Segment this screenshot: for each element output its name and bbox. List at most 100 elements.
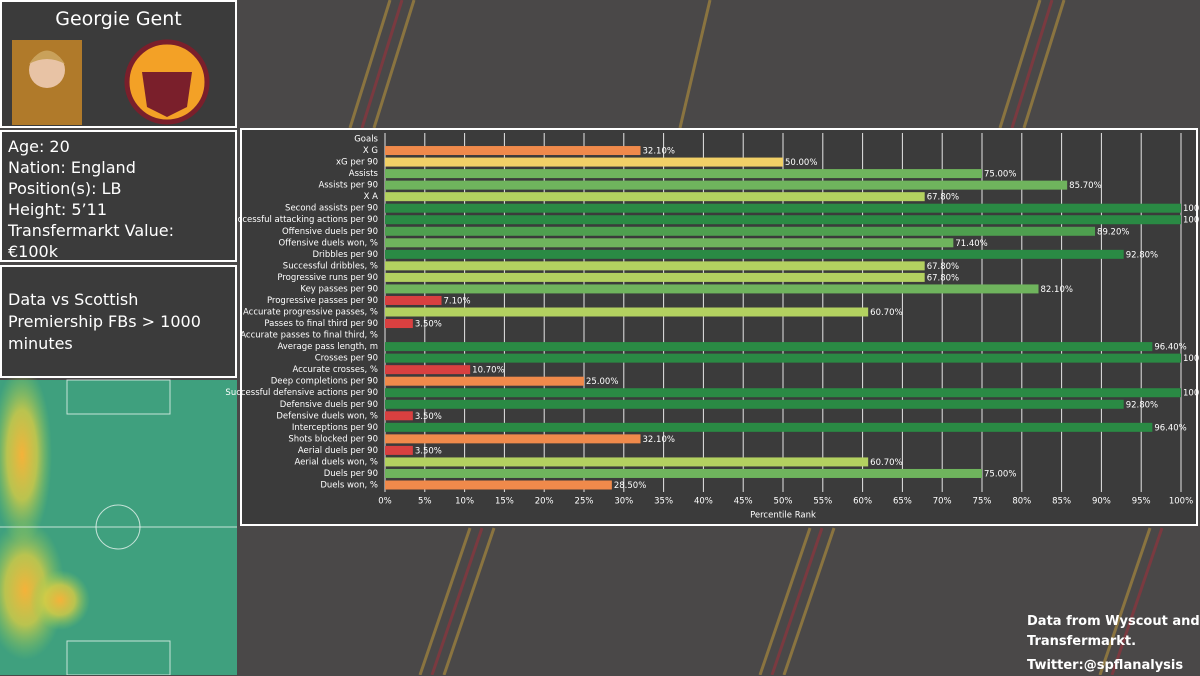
y-tick-label: Progressive runs per 90 bbox=[277, 273, 378, 283]
y-tick-label: Accurate crosses, % bbox=[292, 365, 378, 375]
bar bbox=[385, 365, 471, 375]
info-line: Height: 5’11 bbox=[8, 200, 107, 219]
value-label: 25.00% bbox=[586, 377, 618, 387]
x-tick-label: 0% bbox=[378, 497, 392, 507]
bar bbox=[385, 342, 1153, 352]
bar bbox=[385, 480, 612, 490]
value-label: 67.80% bbox=[927, 262, 959, 272]
x-axis-label: Percentile Rank bbox=[750, 511, 816, 521]
x-tick-label: 50% bbox=[774, 497, 793, 507]
bar bbox=[385, 261, 925, 271]
x-tick-label: 15% bbox=[495, 497, 514, 507]
value-label: 100.00% bbox=[1183, 216, 1200, 226]
value-label: 60.70% bbox=[870, 458, 902, 468]
bar bbox=[385, 203, 1181, 213]
value-label: 96.40% bbox=[1154, 423, 1186, 433]
bar bbox=[385, 319, 413, 329]
bar bbox=[385, 445, 413, 455]
y-tick-label: Defensive duels per 90 bbox=[280, 400, 378, 410]
value-label: 100.00% bbox=[1183, 354, 1200, 364]
y-tick-label: Offensive duels won, % bbox=[279, 238, 378, 248]
y-tick-label: Successful attacking actions per 90 bbox=[227, 215, 378, 225]
x-tick-label: 45% bbox=[734, 497, 753, 507]
x-tick-label: 95% bbox=[1132, 497, 1151, 507]
bar bbox=[385, 434, 641, 444]
y-tick-label: Assists per 90 bbox=[318, 181, 378, 191]
heatmap bbox=[0, 365, 237, 675]
y-tick-label: Key passes per 90 bbox=[300, 284, 378, 294]
value-label: 67.80% bbox=[927, 273, 959, 283]
value-label: 32.10% bbox=[643, 435, 675, 445]
y-tick-label: Successful dribbles, % bbox=[283, 261, 378, 271]
bar bbox=[385, 180, 1068, 190]
y-tick-label: Duels per 90 bbox=[324, 469, 378, 479]
twitter: Twitter:@spflanalysis bbox=[1027, 658, 1184, 673]
y-tick-label: Aerial duels per 90 bbox=[298, 446, 378, 456]
value-label: 28.50% bbox=[614, 481, 646, 491]
y-tick-label: Second assists per 90 bbox=[285, 204, 378, 214]
x-tick-label: 100% bbox=[1169, 497, 1193, 507]
y-tick-label: Aerial duels won, % bbox=[294, 457, 378, 467]
x-tick-label: 10% bbox=[455, 497, 474, 507]
info-line: Age: 20 bbox=[8, 137, 70, 156]
x-tick-label: 60% bbox=[853, 497, 872, 507]
value-label: 60.70% bbox=[870, 308, 902, 318]
x-tick-label: 25% bbox=[575, 497, 594, 507]
value-label: 100.00% bbox=[1183, 204, 1200, 214]
y-tick-label: X G bbox=[363, 146, 378, 156]
bar bbox=[385, 388, 1181, 398]
x-tick-label: 30% bbox=[614, 497, 633, 507]
bar bbox=[385, 249, 1124, 259]
bar bbox=[385, 376, 584, 386]
x-tick-label: 70% bbox=[933, 497, 952, 507]
name-panel: Georgie Gent bbox=[0, 0, 237, 128]
bar bbox=[385, 295, 442, 305]
info-line: Position(s): LB bbox=[8, 179, 122, 198]
x-tick-label: 80% bbox=[1012, 497, 1031, 507]
x-tick-label: 20% bbox=[535, 497, 554, 507]
x-tick-label: 75% bbox=[973, 497, 992, 507]
bar bbox=[385, 284, 1039, 294]
bar bbox=[385, 422, 1153, 432]
y-tick-label: Duels won, % bbox=[320, 481, 378, 491]
x-tick-label: 5% bbox=[418, 497, 432, 507]
value-label: 10.70% bbox=[472, 366, 504, 376]
y-tick-label: Assists bbox=[349, 169, 379, 179]
value-label: 92.80% bbox=[1126, 250, 1158, 260]
value-label: 82.10% bbox=[1041, 285, 1073, 295]
bar bbox=[385, 468, 982, 478]
bar bbox=[385, 457, 869, 467]
y-tick-label: xG per 90 bbox=[336, 158, 378, 168]
bar bbox=[385, 272, 925, 282]
bar bbox=[385, 226, 1096, 236]
value-label: 89.20% bbox=[1097, 227, 1129, 237]
y-tick-label: Defensive duels won, % bbox=[276, 411, 378, 421]
bar bbox=[385, 353, 1181, 363]
x-tick-label: 65% bbox=[893, 497, 912, 507]
value-label: 32.10% bbox=[643, 147, 675, 157]
y-tick-label: X A bbox=[364, 192, 379, 202]
x-tick-label: 55% bbox=[813, 497, 832, 507]
bar bbox=[385, 215, 1181, 225]
value-label: 7.10% bbox=[444, 296, 471, 306]
x-tick-label: 40% bbox=[694, 497, 713, 507]
bar bbox=[385, 238, 954, 248]
bar bbox=[385, 169, 982, 179]
value-label: 75.00% bbox=[984, 170, 1016, 180]
stripes bbox=[348, 0, 1164, 675]
y-tick-label: Crosses per 90 bbox=[315, 354, 378, 364]
bar bbox=[385, 411, 413, 421]
note: Data vs Scottish Premiership FBs > 1000 … bbox=[8, 290, 201, 353]
value-label: 67.80% bbox=[927, 193, 959, 203]
note-panel: Data vs Scottish Premiership FBs > 1000 … bbox=[0, 265, 237, 378]
value-label: 71.40% bbox=[955, 239, 987, 249]
bar bbox=[385, 157, 783, 167]
y-tick-label: Interceptions per 90 bbox=[292, 423, 378, 433]
y-tick-label: Dribbles per 90 bbox=[312, 250, 378, 260]
value-label: 3.50% bbox=[415, 320, 442, 330]
value-label: 50.00% bbox=[785, 158, 817, 168]
y-tick-label: Accurate progressive passes, % bbox=[243, 308, 378, 318]
y-tick-label: Deep completions per 90 bbox=[271, 377, 378, 387]
